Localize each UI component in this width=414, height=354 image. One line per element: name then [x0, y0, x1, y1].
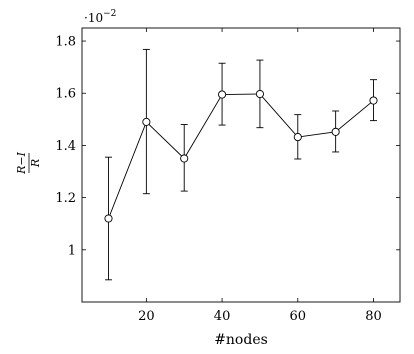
y-tick-labels: 1 1.2 1.4 1.6 1.8: [55, 35, 76, 259]
x-axis-label: #nodes: [214, 332, 268, 348]
y-scale-label: ·10−2: [84, 9, 116, 25]
x-tick-label: 80: [365, 309, 382, 324]
y-axis-label-denominator: R: [29, 159, 42, 168]
data-point: [218, 90, 227, 99]
y-tick-label: 1.6: [55, 87, 76, 102]
y-tick-label: 1.2: [55, 191, 76, 206]
y-axis-label-numerator: R−I: [15, 151, 28, 174]
y-tick-label: 1.8: [55, 35, 76, 50]
x-tick-labels: 20 40 60 80: [138, 309, 382, 324]
data-point: [104, 214, 113, 223]
data-point: [255, 89, 264, 99]
data-point: [293, 133, 302, 142]
x-tick-label: 20: [138, 309, 155, 324]
data-point: [180, 154, 189, 163]
y-scale-base: ·10: [84, 11, 103, 25]
y-scale-exponent: −2: [103, 9, 116, 19]
data-point: [369, 96, 378, 105]
error-bars: [105, 48, 377, 281]
axis-ticks: [82, 28, 400, 302]
x-tick-label: 40: [214, 309, 231, 324]
data-point: [142, 117, 151, 126]
x-tick-label: 60: [290, 309, 307, 324]
y-tick-label: 1.4: [55, 139, 76, 154]
series-markers: [104, 89, 378, 223]
y-tick-label: 1: [68, 243, 76, 258]
plot-frame: [81, 27, 401, 303]
data-point: [331, 127, 340, 136]
series-line: [108, 93, 374, 219]
y-axis-label: R−I R: [15, 151, 42, 174]
